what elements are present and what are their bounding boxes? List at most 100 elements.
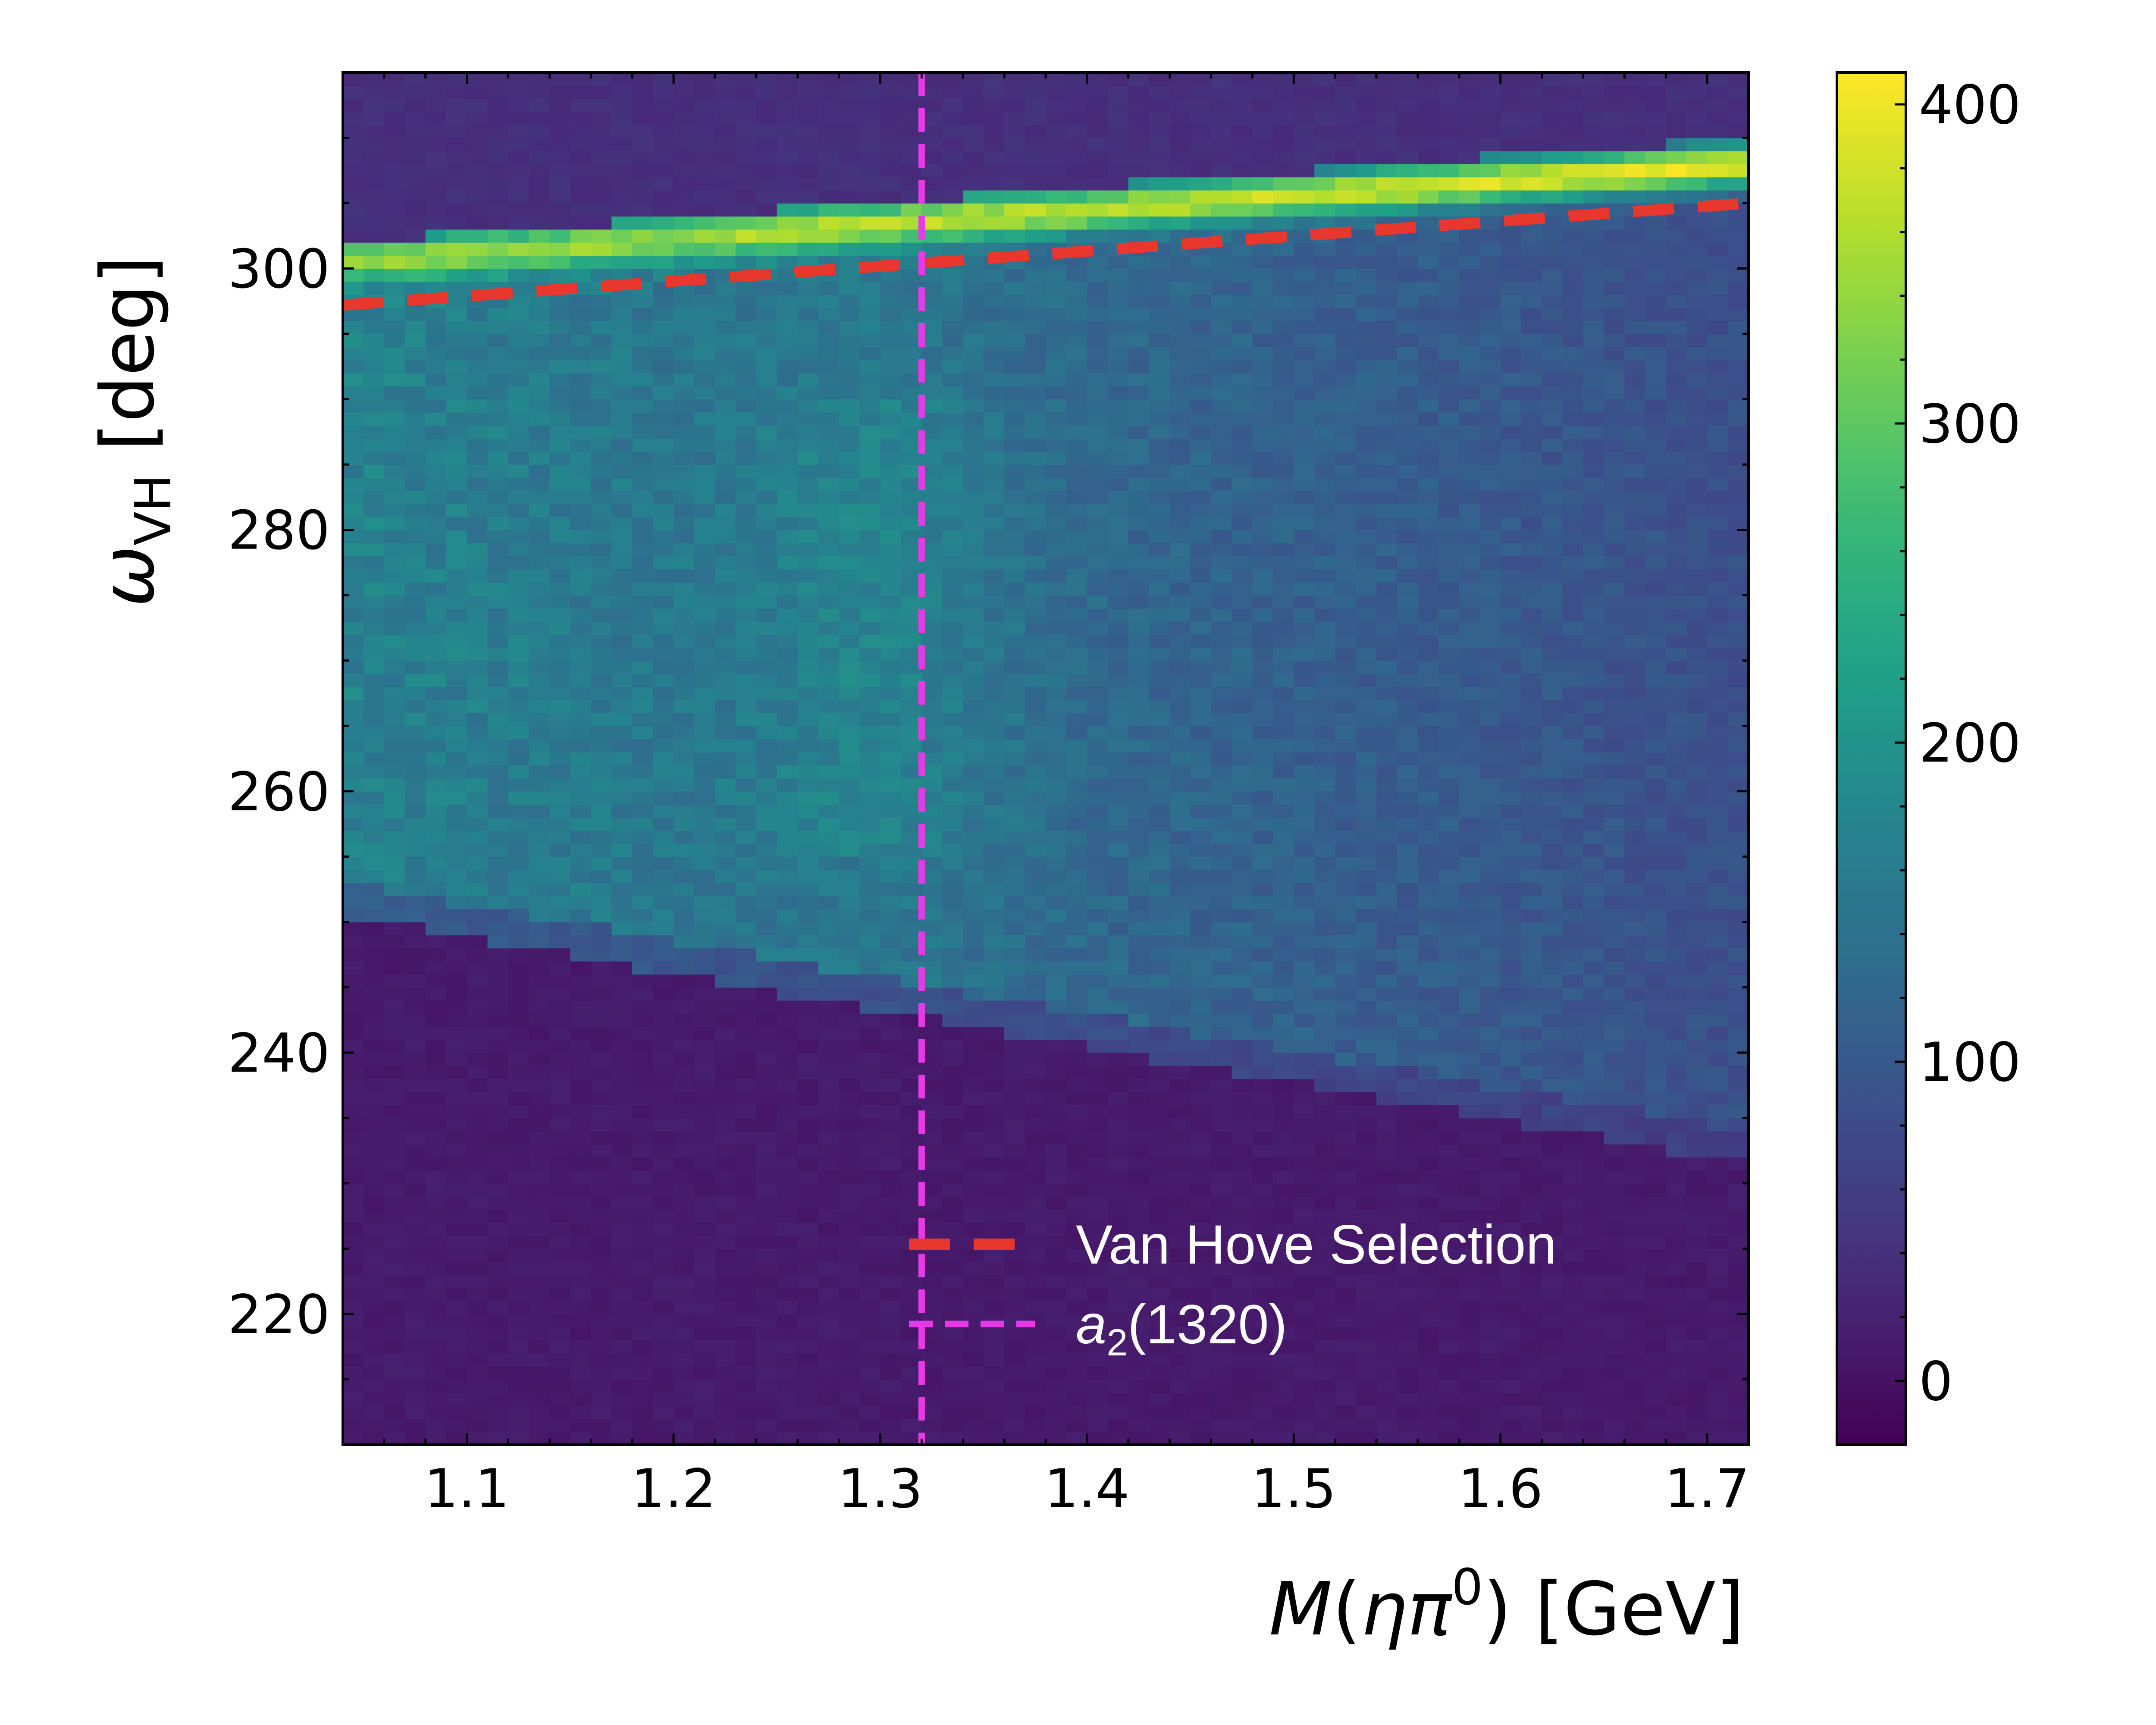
heatmap-bin [405, 831, 426, 844]
heatmap-bin [860, 216, 881, 229]
heatmap-bin [1170, 1053, 1191, 1066]
heatmap-bin [777, 1327, 798, 1340]
heatmap-bin [777, 883, 798, 896]
heatmap-bin [446, 164, 467, 177]
heatmap-bin [549, 452, 570, 465]
heatmap-bin [384, 621, 405, 635]
heatmap-bin [467, 778, 488, 791]
heatmap-bin [1066, 870, 1087, 883]
heatmap-bin [508, 1248, 530, 1262]
heatmap-bin [942, 164, 963, 177]
heatmap-bin [1232, 177, 1253, 190]
heatmap-bin [1108, 1405, 1129, 1419]
heatmap-bin [1108, 1000, 1129, 1014]
heatmap-bin [1273, 1079, 1294, 1092]
heatmap-bin [736, 713, 757, 726]
heatmap-bin [632, 870, 653, 883]
heatmap-bin [611, 464, 633, 478]
heatmap-bin [1128, 987, 1150, 1000]
heatmap-bin [942, 909, 963, 922]
heatmap-bin [488, 477, 509, 491]
heatmap-bin [1170, 334, 1191, 347]
heatmap-bin [1066, 439, 1087, 452]
heatmap-bin [508, 1196, 530, 1210]
heatmap-bin [1004, 1196, 1025, 1210]
heatmap-bin [736, 804, 757, 818]
heatmap-bin [488, 1066, 509, 1079]
heatmap-bin [798, 1301, 819, 1314]
heatmap-bin [1004, 1066, 1025, 1079]
heatmap-bin [529, 896, 550, 909]
heatmap-bin [1314, 1379, 1335, 1393]
heatmap-bin [1273, 1105, 1294, 1118]
heatmap-bin [611, 1066, 633, 1079]
heatmap-bin [1273, 726, 1294, 739]
heatmap-bin [984, 778, 1005, 791]
heatmap-bin [674, 1105, 695, 1118]
heatmap-bin [529, 935, 550, 948]
heatmap-bin [984, 1092, 1005, 1105]
heatmap-bin [984, 1275, 1005, 1288]
heatmap-bin [1149, 1170, 1170, 1184]
heatmap-bin [446, 1157, 467, 1170]
heatmap-bin [1004, 1379, 1025, 1393]
heatmap-bin [632, 1210, 653, 1223]
heatmap-bin [570, 530, 591, 543]
heatmap-bin [467, 1196, 488, 1210]
heatmap-bin [798, 360, 819, 373]
heatmap-bin [1294, 1170, 1315, 1184]
heatmap-bin [942, 439, 963, 452]
heatmap-bin [549, 504, 570, 517]
heatmap-bin [1191, 870, 1212, 883]
heatmap-bin [570, 321, 591, 334]
heatmap-bin [529, 216, 550, 229]
heatmap-bin [1170, 608, 1191, 622]
heatmap-bin [529, 595, 550, 608]
heatmap-bin [1191, 634, 1212, 648]
heatmap-bin [653, 1013, 674, 1027]
heatmap-bin [1087, 608, 1108, 622]
heatmap-bin [1046, 1183, 1067, 1197]
heatmap-bin [364, 1236, 385, 1249]
heatmap-bin [549, 1026, 570, 1040]
heatmap-bin [1314, 844, 1335, 857]
heatmap-bin [1252, 1157, 1273, 1170]
heatmap-bin [653, 99, 674, 112]
heatmap-bin [1273, 948, 1294, 961]
heatmap-bin [736, 948, 757, 961]
heatmap-bin [1066, 386, 1087, 399]
heatmap-bin [591, 1327, 612, 1340]
heatmap-bin [1232, 425, 1253, 439]
heatmap-bin [1004, 987, 1025, 1000]
heatmap-bin [467, 504, 488, 517]
heatmap-bin [549, 112, 570, 125]
heatmap-bin [426, 1366, 447, 1380]
heatmap-bin [839, 896, 860, 909]
heatmap-bin [529, 1223, 550, 1236]
heatmap-bin [591, 386, 612, 399]
heatmap-bin [798, 1405, 819, 1419]
heatmap-bin [488, 1393, 509, 1406]
heatmap-bin [570, 661, 591, 674]
heatmap-bin [860, 504, 881, 517]
heatmap-bin [1108, 974, 1129, 988]
heatmap-bin [984, 112, 1005, 125]
heatmap-bin [798, 1105, 819, 1118]
heatmap-bin [1087, 530, 1108, 543]
heatmap-bin [736, 1353, 757, 1367]
heatmap-bin [1128, 870, 1150, 883]
heatmap-bin [1252, 634, 1273, 648]
heatmap-bin [426, 1418, 447, 1432]
heatmap-bin [715, 1131, 736, 1145]
heatmap-bin [694, 1288, 715, 1301]
heatmap-bin [467, 1366, 488, 1380]
heatmap-bin [798, 661, 819, 674]
heatmap-bin [364, 504, 385, 517]
heatmap-bin [1108, 177, 1129, 190]
heatmap-bin [1025, 935, 1046, 948]
heatmap-bin [1252, 203, 1273, 216]
heatmap-bin [694, 125, 715, 138]
heatmap-bin [1170, 1418, 1191, 1432]
heatmap-bin [1066, 1196, 1087, 1210]
